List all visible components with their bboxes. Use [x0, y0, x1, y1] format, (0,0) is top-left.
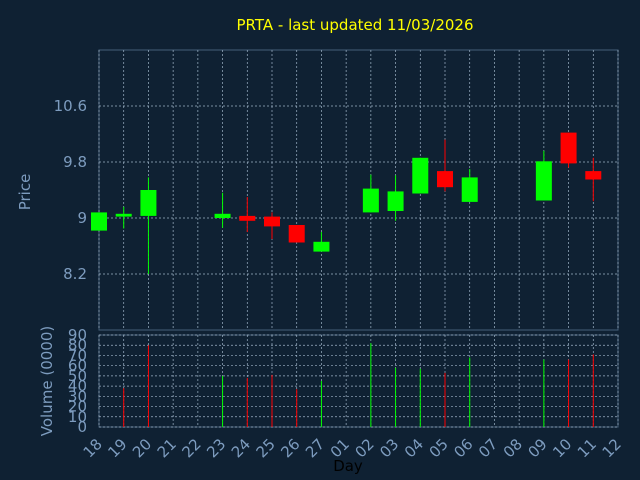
price-tick-label: 9: [77, 209, 87, 227]
x-tick-label: 08: [500, 435, 526, 461]
x-tick-label: 23: [203, 435, 229, 461]
x-tick-label: 18: [80, 435, 106, 461]
candle-body: [91, 212, 107, 231]
price-axis-label: Price: [16, 174, 34, 211]
candle-body: [140, 190, 157, 216]
x-tick-label: 26: [277, 435, 303, 461]
candle-body: [461, 177, 478, 202]
price-tick-labels: 8.2 9 9.8 10.6: [54, 97, 87, 283]
volume-tick-label: 90: [68, 326, 87, 344]
x-tick-label: 05: [426, 435, 452, 461]
x-axis-label: Day: [333, 457, 363, 475]
x-tick-label: 21: [154, 435, 180, 461]
x-tick-label: 27: [302, 435, 328, 461]
price-tick-label: 9.8: [63, 153, 87, 171]
x-tick-label: 03: [376, 435, 402, 461]
x-tick-label: 20: [129, 435, 155, 461]
volume-tick-label: 40: [68, 377, 87, 395]
candle-body: [288, 225, 305, 243]
volume-tick-label: 10: [68, 408, 87, 426]
volume-tick-label: 50: [68, 367, 87, 385]
x-tick-label: 04: [401, 435, 427, 461]
x-tick-label: 25: [253, 435, 279, 461]
candle-body: [115, 213, 132, 217]
volume-tick-label: 0: [77, 418, 87, 436]
volume-tick-label: 80: [68, 336, 87, 354]
volume-tick-label: 20: [68, 398, 87, 416]
price-tick-label: 10.6: [54, 97, 87, 115]
chart-title: PRTA - last updated 11/03/2026: [236, 16, 473, 34]
price-tick-label: 8.2: [63, 265, 87, 283]
x-tick-label: 06: [450, 435, 476, 461]
x-tick-label: 07: [475, 435, 501, 461]
volume-tick-label: 30: [68, 387, 87, 405]
candle-body: [214, 213, 231, 218]
volume-grid: [98, 334, 619, 428]
candle-body: [412, 157, 429, 194]
x-tick-label: 09: [524, 435, 550, 461]
candle-body: [535, 161, 552, 201]
candle-body: [313, 241, 330, 252]
volume-panel-frame: [98, 334, 619, 428]
x-tick-label: 22: [178, 435, 204, 461]
x-tick-label: 24: [228, 435, 254, 461]
candle-body: [585, 171, 602, 180]
volume-tick-label: 70: [68, 346, 87, 364]
price-candles: [91, 132, 602, 274]
volume-tick-label: 60: [68, 357, 87, 375]
candle-body: [437, 171, 453, 188]
candle-body: [387, 191, 404, 211]
volume-axis-label: Volume (0000): [38, 326, 56, 436]
x-tick-label: 19: [104, 435, 130, 461]
volume-bars: [123, 343, 594, 427]
candle-body: [264, 216, 280, 227]
x-tick-label: 11: [574, 435, 600, 461]
candle-body: [362, 188, 379, 213]
candle-body: [560, 132, 577, 164]
candle-body: [239, 215, 256, 221]
x-tick-label: 12: [599, 435, 625, 461]
x-tick-label: 10: [549, 435, 575, 461]
